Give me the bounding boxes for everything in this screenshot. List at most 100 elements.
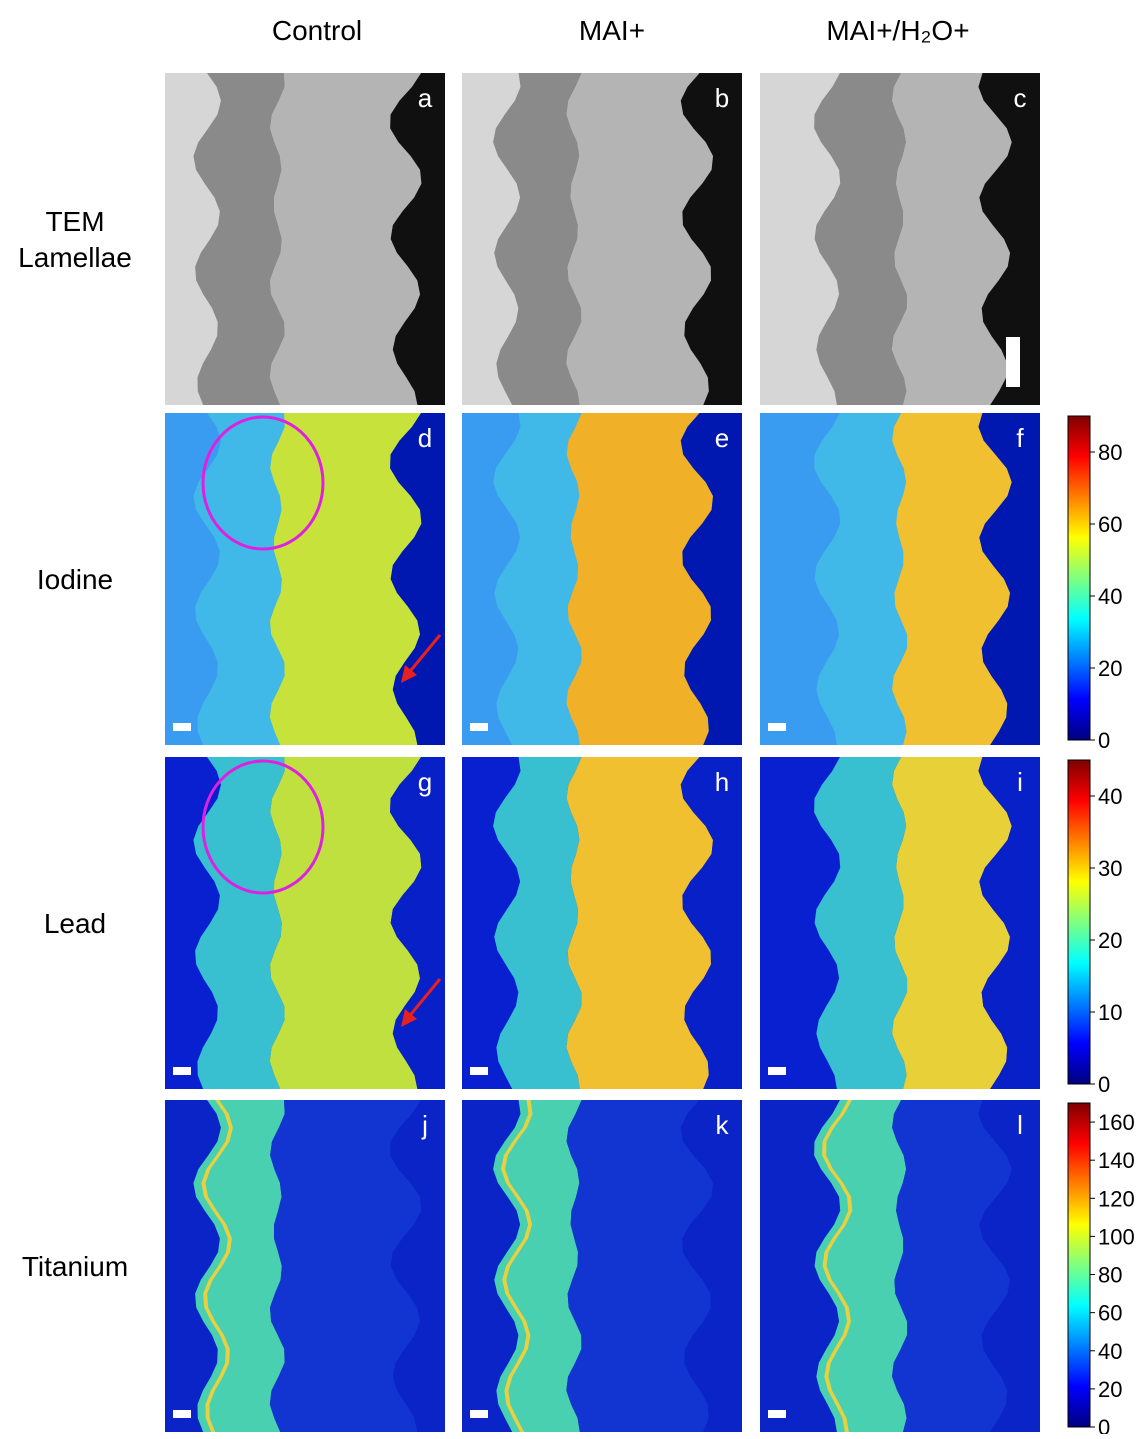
perovskite-layer: [892, 413, 1012, 745]
perovskite-layer: [269, 1100, 422, 1432]
mesoporous-layer: [493, 73, 582, 405]
panel: f: [760, 413, 1040, 745]
row-label: Iodine: [37, 564, 113, 595]
colorbar-tick-label: 20: [1098, 1377, 1122, 1402]
right-region: [978, 73, 1040, 405]
perovskite-layer: [566, 413, 714, 745]
arrow-head: [401, 665, 417, 683]
panel-letter: k: [716, 1110, 730, 1140]
panel: l: [760, 1100, 1040, 1432]
mesoporous-layer: [193, 1100, 285, 1432]
mesoporous-layer: [193, 73, 285, 405]
arrow: [405, 978, 442, 1020]
panel: j: [165, 1100, 445, 1432]
mesoporous-layer: [814, 413, 908, 745]
right-region: [680, 757, 742, 1089]
scale-bar: [173, 723, 191, 731]
mesoporous-layer: [193, 413, 285, 745]
scale-bar: [768, 1410, 786, 1418]
right-region: [390, 757, 445, 1089]
colorbar-tick-label: 80: [1098, 440, 1122, 465]
scale-bar: [173, 1067, 191, 1075]
mesoporous-layer: [814, 73, 908, 405]
arrow: [405, 634, 442, 676]
column-header: MAI+/H₂O+: [826, 15, 969, 46]
perovskite-layer: [892, 1100, 1012, 1432]
scale-bar: [1006, 337, 1020, 387]
highlight-circle: [201, 759, 325, 895]
right-region: [390, 1100, 445, 1432]
right-region: [390, 73, 445, 405]
right-region: [680, 413, 742, 745]
panel: d: [165, 413, 445, 745]
panel-letter: g: [418, 767, 432, 797]
column-header: MAI+: [579, 15, 645, 46]
mesoporous-layer: [814, 757, 908, 1089]
colorbar-tick-label: 20: [1098, 928, 1122, 953]
scale-bar: [470, 723, 488, 731]
colorbar-tick-label: 40: [1098, 584, 1122, 609]
row-label: Lamellae: [18, 242, 132, 273]
panel-letter: e: [715, 423, 729, 453]
highlight-circle: [201, 415, 325, 551]
colorbar: [1067, 415, 1091, 741]
mesoporous-layer: [493, 757, 582, 1089]
perovskite-layer: [892, 73, 1012, 405]
panel: g: [165, 757, 445, 1089]
colorbar-tick-label: 40: [1098, 1339, 1122, 1364]
panel-letter: a: [418, 83, 433, 113]
row-label: Titanium: [22, 1251, 128, 1282]
colorbar-tick-label: 30: [1098, 856, 1122, 881]
colorbar-tick-label: 0: [1098, 728, 1110, 753]
mesoporous-layer: [193, 757, 285, 1089]
panel: a: [165, 73, 445, 405]
colorbar: [1067, 759, 1091, 1085]
right-region: [978, 413, 1040, 745]
panel: e: [462, 413, 742, 745]
perovskite-layer: [892, 757, 1012, 1089]
colorbar-tick-label: 80: [1098, 1263, 1122, 1288]
right-region: [978, 757, 1040, 1089]
panel-letter: b: [715, 83, 729, 113]
colorbar-tick-label: 120: [1098, 1186, 1135, 1211]
scale-bar: [768, 1067, 786, 1075]
perovskite-layer: [269, 413, 422, 745]
colorbar-tick-label: 0: [1098, 1415, 1110, 1434]
colorbar-tick-label: 140: [1098, 1148, 1135, 1173]
panel-letter: c: [1014, 83, 1027, 113]
colorbar: [1067, 1102, 1091, 1428]
scale-bar: [470, 1067, 488, 1075]
hot-line: [201, 1100, 233, 1432]
scale-bar: [173, 1410, 191, 1418]
right-region: [978, 1100, 1040, 1432]
colorbar-tick-label: 60: [1098, 1301, 1122, 1326]
right-region: [390, 413, 445, 745]
colorbar-tick-label: 0: [1098, 1072, 1110, 1097]
perovskite-layer: [566, 1100, 714, 1432]
perovskite-layer: [269, 73, 422, 405]
panel: b: [462, 73, 742, 405]
panel-letter: d: [418, 423, 432, 453]
row-label: TEM: [45, 206, 104, 237]
panel: h: [462, 757, 742, 1089]
colorbar-tick-label: 60: [1098, 512, 1122, 537]
panel: i: [760, 757, 1040, 1089]
perovskite-layer: [566, 73, 714, 405]
colorbar-tick-label: 10: [1098, 1000, 1122, 1025]
scale-bar: [768, 723, 786, 731]
arrow-head: [401, 1009, 417, 1027]
colorbar-tick-label: 100: [1098, 1224, 1135, 1249]
column-header: Control: [272, 15, 362, 46]
panel: k: [462, 1100, 742, 1432]
panel: c: [760, 73, 1040, 405]
panel-letter: f: [1016, 423, 1024, 453]
right-region: [680, 1100, 742, 1432]
colorbar-tick-label: 40: [1098, 784, 1122, 809]
scale-bar: [470, 1410, 488, 1418]
panel-letter: h: [715, 767, 729, 797]
panel-letter: l: [1017, 1110, 1023, 1140]
mesoporous-layer: [493, 413, 582, 745]
mesoporous-layer: [493, 1100, 582, 1432]
row-label: Lead: [44, 908, 106, 939]
